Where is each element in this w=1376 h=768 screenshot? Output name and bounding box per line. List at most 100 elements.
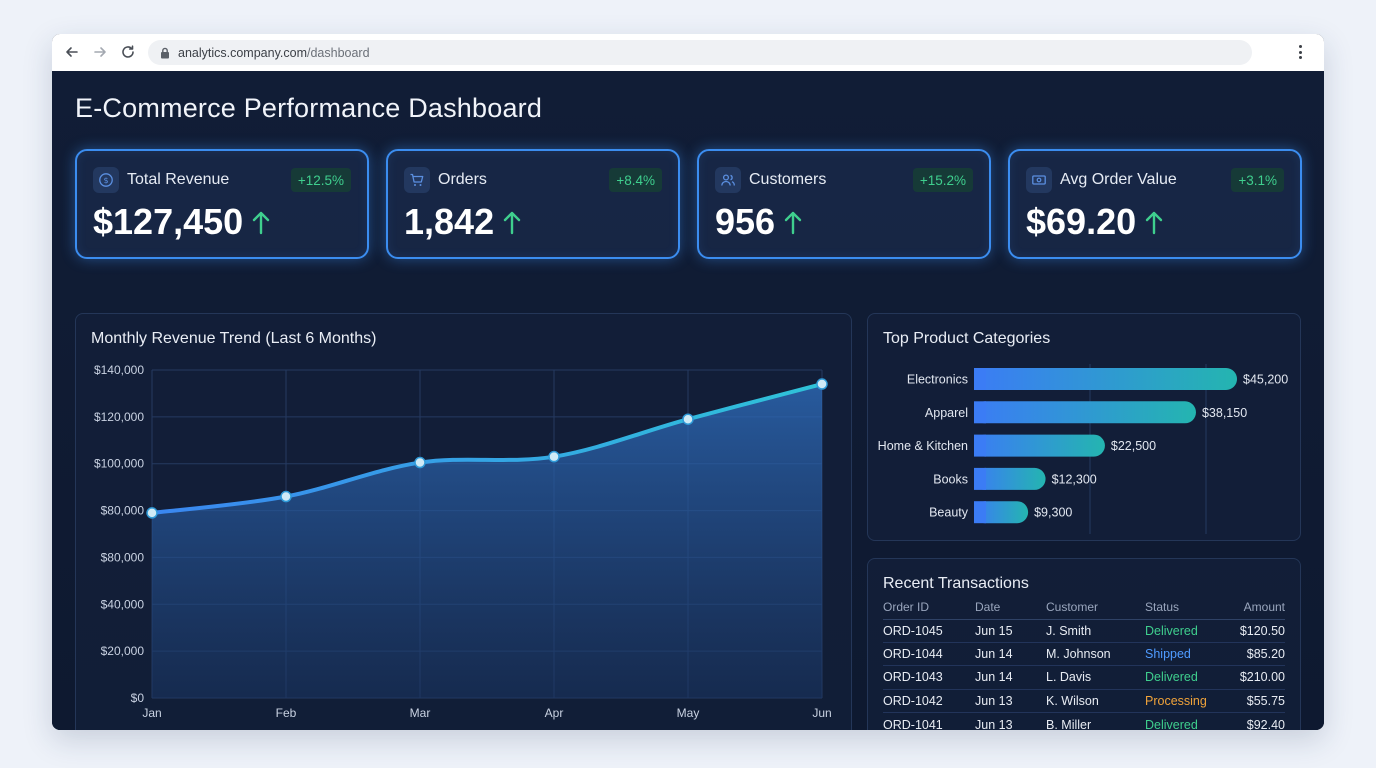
kpi-card-customers[interactable]: Customers +15.2% 956 [697,149,991,259]
date-cell: Jun 13 [975,717,1013,731]
value-label: $12,300 [1052,472,1097,486]
value-label: $22,500 [1111,439,1156,453]
dollar-circle-icon: $ [93,167,119,193]
data-point[interactable] [548,450,560,463]
browser-toolbar: analytics.company.com/dashboard [52,34,1324,71]
kpi-value-wrap: 1,842 [404,201,522,243]
forward-button[interactable] [86,38,114,66]
table-row[interactable]: ORD-1042 Jun 13 K. Wilson Processing $55… [883,689,1285,714]
browser-menu-button[interactable] [1290,42,1310,62]
date-cell: Jun 14 [975,642,1046,667]
category-bar-cap [974,501,986,524]
data-point[interactable] [414,456,426,469]
page-title: E-Commerce Performance Dashboard [75,93,543,123]
address-bar[interactable]: analytics.company.com/dashboard [148,40,1252,65]
revenue-trend-panel: Monthly Revenue Trend (Last 6 Months) $0… [75,313,852,730]
y-tick-label: $120,000 [94,410,144,424]
order-id-cell: ORD-1043 [883,665,975,690]
x-tick-label: Apr [545,706,564,720]
column-header-order-id[interactable]: Order ID [883,599,975,620]
category-bar-cap [974,401,986,424]
data-point[interactable] [816,378,828,390]
cart-icon [404,167,430,193]
column-header-status[interactable]: Status [1145,599,1229,620]
category-bar[interactable] [974,401,1196,424]
dot-icon [1298,45,1302,48]
kpi-card-total-revenue[interactable]: $ Total Revenue +12.5% $127,450 [75,149,369,259]
url-host: analytics.company.com [178,45,307,60]
table-row[interactable]: ORD-1044 Jun 14 M. Johnson Shipped $85.2… [883,642,1285,667]
kpi-card-orders[interactable]: Orders +8.4% 1,842 [386,149,680,259]
y-tick-label: $0 [131,691,145,705]
dot-icon [1298,50,1302,54]
revenue-line [150,382,824,515]
category-bar[interactable] [974,467,1046,490]
back-button[interactable] [58,38,86,66]
status-cell: Shipped [1145,642,1229,667]
url-path: /dashboard [307,45,370,60]
kpi-label: Customers [749,171,827,188]
categories-chart: Electronics $45,200 Apparel $38,150 Home & K… [878,364,1288,534]
customer-cell: K. Wilson [1046,689,1145,714]
order-id-cell: ORD-1041 [883,717,943,731]
arrow-up-icon [783,209,803,235]
kpi-value: 956 [715,201,776,242]
top-categories-panel: Top Product Categories Electronics $45,20… [867,313,1301,541]
category-label: Apparel [925,406,968,420]
value-label: $38,150 [1202,406,1247,420]
table-row[interactable]: ORD-1041 Jun 13 B. Miller Delivered $92.… [883,713,1285,731]
category-bar[interactable] [974,368,1237,390]
status-cell: Processing [1145,689,1229,714]
table-header-row: Order ID Date Customer Status Amount [883,599,1285,620]
categories-chart-title: Top Product Categories [883,330,1051,347]
transactions-table: Order ID Date Customer Status Amount ORD… [883,599,1285,730]
order-id-cell: ORD-1044 [883,642,975,667]
x-tick-label: Mar [410,706,431,720]
kpi-label: Total Revenue [127,171,230,188]
arrow-up-icon [251,209,271,235]
value-label: $9,300 [1034,506,1072,520]
table-row[interactable]: ORD-1045 Jun 15 J. Smith Delivered $120.… [883,619,1285,643]
url-text: analytics.company.com/dashboard [178,46,370,60]
customer-cell: J. Smith [1046,619,1145,643]
arrow-up-icon [1144,209,1164,235]
y-tick-label: $80,000 [101,504,145,518]
column-header-customer[interactable]: Customer [1046,599,1145,620]
status-cell: Delivered [1145,665,1229,690]
arrow-left-icon [66,47,78,57]
transactions-title: Recent Transactions [883,575,1029,592]
kpi-change-badge: +3.1% [1231,168,1284,192]
table-row[interactable]: ORD-1043 Jun 14 L. Davis Delivered $210.… [883,665,1285,690]
kpi-label: Avg Order Value [1060,171,1177,188]
amount-cell: $85.20 [1229,642,1285,667]
reload-button[interactable] [114,38,142,66]
column-header-date[interactable]: Date [975,599,1046,620]
date-cell: Jun 15 [975,619,1046,643]
x-tick-label: Feb [276,706,297,720]
kpi-value-wrap: 956 [715,201,803,243]
category-bar-cap [974,368,986,390]
y-tick-label: $20,000 [101,644,145,658]
browser-window: analytics.company.com/dashboard E-Commer… [52,34,1324,730]
recent-transactions-panel: Recent Transactions Order ID Date Custom… [867,558,1301,730]
cash-icon [1026,167,1052,193]
amount-cell: $210.00 [1229,665,1285,690]
users-icon [715,167,741,193]
date-cell: Jun 14 [975,665,1046,690]
status-cell: Delivered [1145,619,1229,643]
column-header-amount[interactable]: Amount [1229,599,1285,620]
data-point[interactable] [280,490,292,503]
category-label: Books [933,472,968,486]
data-point[interactable] [146,507,158,519]
category-bar-cap [974,467,986,490]
data-point[interactable] [682,413,694,425]
kpi-change-badge: +8.4% [609,168,662,192]
y-tick-label: $140,000 [94,363,144,377]
kpi-card-avg-order-value[interactable]: Avg Order Value +3.1% $69.20 [1008,149,1302,259]
category-bar[interactable] [974,434,1105,457]
order-id-cell: ORD-1042 [883,689,975,714]
kpi-value-wrap: $69.20 [1026,201,1164,243]
category-bar[interactable] [974,501,1029,524]
status-cell: Delivered [1145,717,1198,731]
y-tick-label: $80,000 [101,550,145,564]
